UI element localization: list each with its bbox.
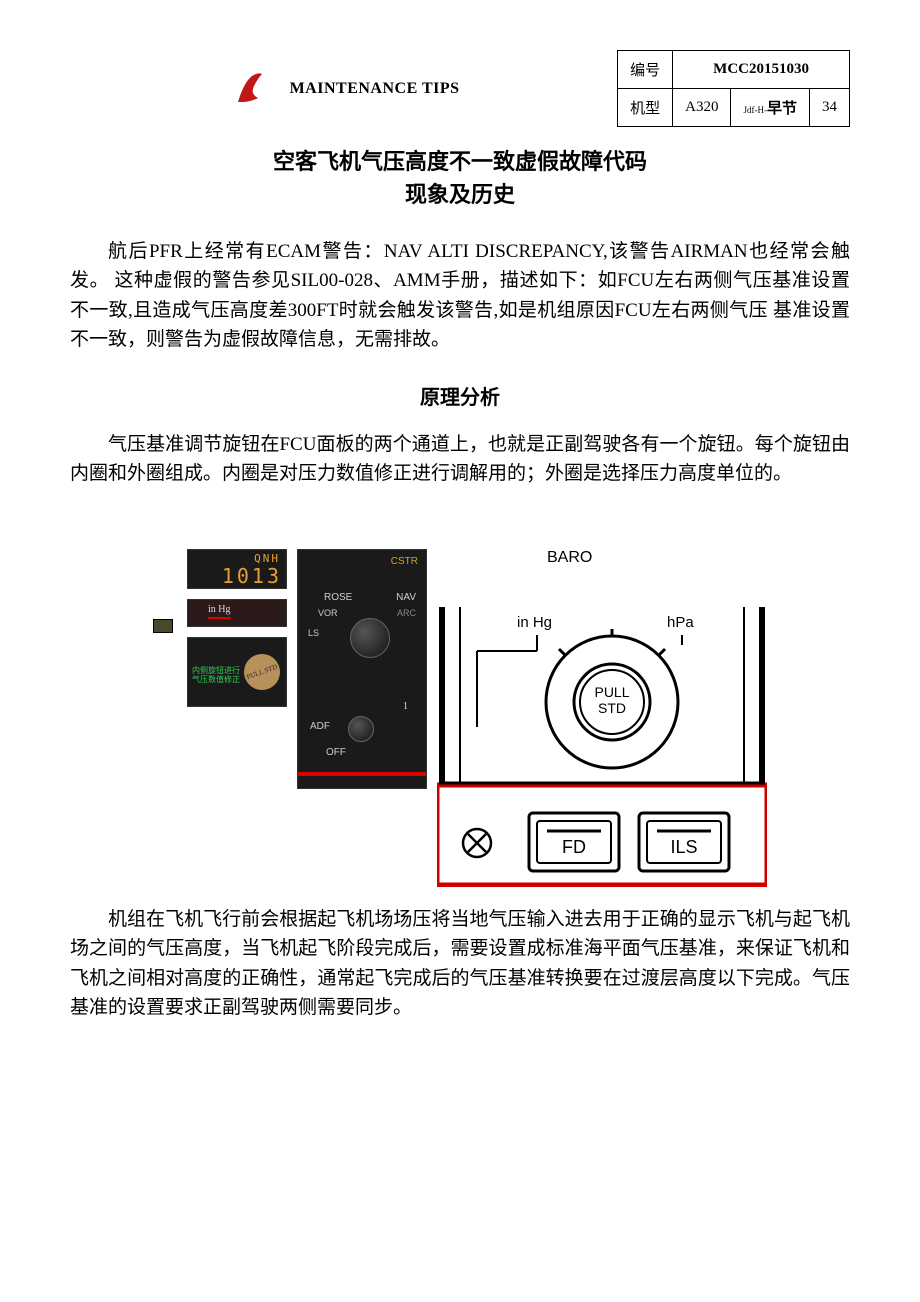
knob-inner-annotation: 内侧旋钮进行 气压数值修正 [192, 666, 240, 685]
knob-text: PULL STD [245, 662, 278, 681]
chapter-value: 34 [810, 89, 850, 127]
baro-title: BARO [547, 549, 767, 567]
baro-diagram-svg: in Hg hPa PULL STD [437, 607, 767, 887]
maintenance-tips-label: MAINTENANCE TIPS [290, 80, 460, 98]
paragraph-3: 机组在飞机飞行前会根据起飞机场场压将当地气压输入进去用于正确的显示飞机与起飞机场… [70, 905, 850, 1023]
title-line2: 现象及历史 [70, 178, 850, 211]
type-label: 机型 [618, 89, 673, 127]
cstr-label: CSTR [391, 556, 418, 567]
svg-text:PULL: PULL [594, 684, 629, 700]
one-label: 1 [403, 701, 408, 712]
chapter-label-cell: Jdf-H-早节 [731, 89, 810, 127]
off-label: OFF [326, 747, 346, 758]
rose-label: ROSE [324, 592, 352, 603]
section-heading-analysis: 原理分析 [70, 381, 850, 410]
chapter-prefix: Jdf-H- [743, 105, 767, 115]
num-label: 编号 [618, 51, 673, 89]
model-cell: A320 [673, 89, 731, 127]
doc-number: MCC20151030 [673, 51, 850, 89]
fcu-panel-photo: CSTR ROSE NAV VOR ARC LS 1 ADF OFF [297, 549, 427, 789]
table-row: 机型 A320 Jdf-H-早节 34 [618, 89, 850, 127]
doc-header: MAINTENANCE TIPS 编号 MCC20151030 机型 A320 … [70, 50, 850, 127]
adf-knob-icon [348, 716, 374, 742]
hpa-text: hPa [667, 614, 694, 631]
header-left: MAINTENANCE TIPS [70, 68, 617, 110]
thumbnail-column: QNH 1013 in Hg 内侧旋钮进行 气压数值修正 PULL STD [187, 549, 287, 707]
ls-label: LS [308, 628, 319, 638]
adf-label: ADF [310, 721, 330, 732]
chapter-label: 早节 [767, 101, 797, 117]
doc-title: 空客飞机气压高度不一致虚假故障代码 现象及历史 [70, 145, 850, 211]
airline-logo-icon [228, 68, 270, 110]
knob-circle-icon: PULL STD [239, 649, 285, 695]
qnh-display-thumb: QNH 1013 [187, 549, 287, 589]
red-highlight-line [298, 772, 426, 776]
mode-knob-icon [350, 618, 390, 658]
svg-text:ILS: ILS [670, 837, 697, 857]
vor-label: VOR [318, 608, 338, 618]
doc-info-table: 编号 MCC20151030 机型 A320 Jdf-H-早节 34 [617, 50, 850, 127]
svg-text:STD: STD [598, 700, 626, 716]
paragraph-1: 航后PFR上经常有ECAM警告：NAV ALTI DISCREPANCY,该警告… [70, 237, 850, 355]
arc-label: ARC [397, 608, 416, 618]
inhg-thumb: in Hg [187, 599, 287, 627]
title-line1: 空客飞机气压高度不一致虚假故障代码 [70, 145, 850, 178]
inhg-label: in Hg [208, 604, 231, 619]
small-dark-icon [153, 619, 173, 633]
figure-area: QNH 1013 in Hg 内侧旋钮进行 气压数值修正 PULL STD CS… [70, 549, 850, 887]
qnh-value: 1013 [222, 564, 282, 588]
nav-label: NAV [396, 592, 416, 603]
paragraph-2: 气压基准调节旋钮在FCU面板的两个通道上，也就是正副驾驶各有一个旋钮。每个旋钮由… [70, 430, 850, 489]
table-row: 编号 MCC20151030 [618, 51, 850, 89]
inhg-text: in Hg [517, 614, 552, 631]
baro-diagram: BARO in Hg hPa [437, 549, 767, 887]
svg-text:FD: FD [562, 837, 586, 857]
baro-knob-thumb: 内侧旋钮进行 气压数值修正 PULL STD [187, 637, 287, 707]
